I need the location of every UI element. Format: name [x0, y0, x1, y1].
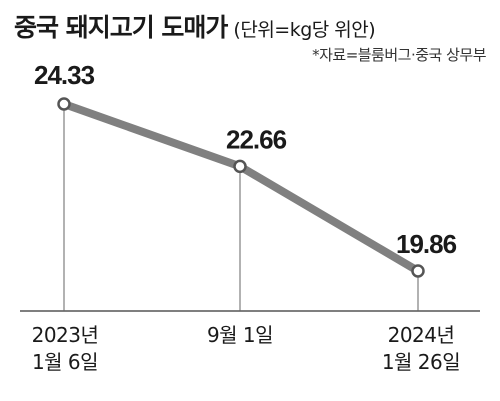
value-label-1: 24.33 [34, 60, 95, 90]
data-point-1 [57, 97, 71, 111]
unit-label: (단위=kg당 위안) [233, 19, 376, 41]
x-tick-label-2-1: 9월 1일 [207, 323, 273, 347]
title-row: 중국 돼지고기 도매가 (단위=kg당 위안) [14, 8, 494, 44]
value-label-3: 19.86 [396, 229, 457, 259]
data-point-2 [233, 159, 247, 174]
data-point-3 [411, 264, 425, 278]
value-label-2: 22.66 [226, 124, 287, 154]
chart-title: 중국 돼지고기 도매가 [14, 13, 228, 42]
x-tick-label-1-2: 1월 6일 [32, 350, 98, 374]
source-note: *자료=블룸버그·중국 상무부 [312, 46, 486, 64]
x-tick-label-3-2: 1월 26일 [382, 350, 460, 374]
x-tick-label-3-1: 2024년 [388, 323, 455, 347]
x-tick-label-1-1: 2023년 [32, 323, 99, 347]
